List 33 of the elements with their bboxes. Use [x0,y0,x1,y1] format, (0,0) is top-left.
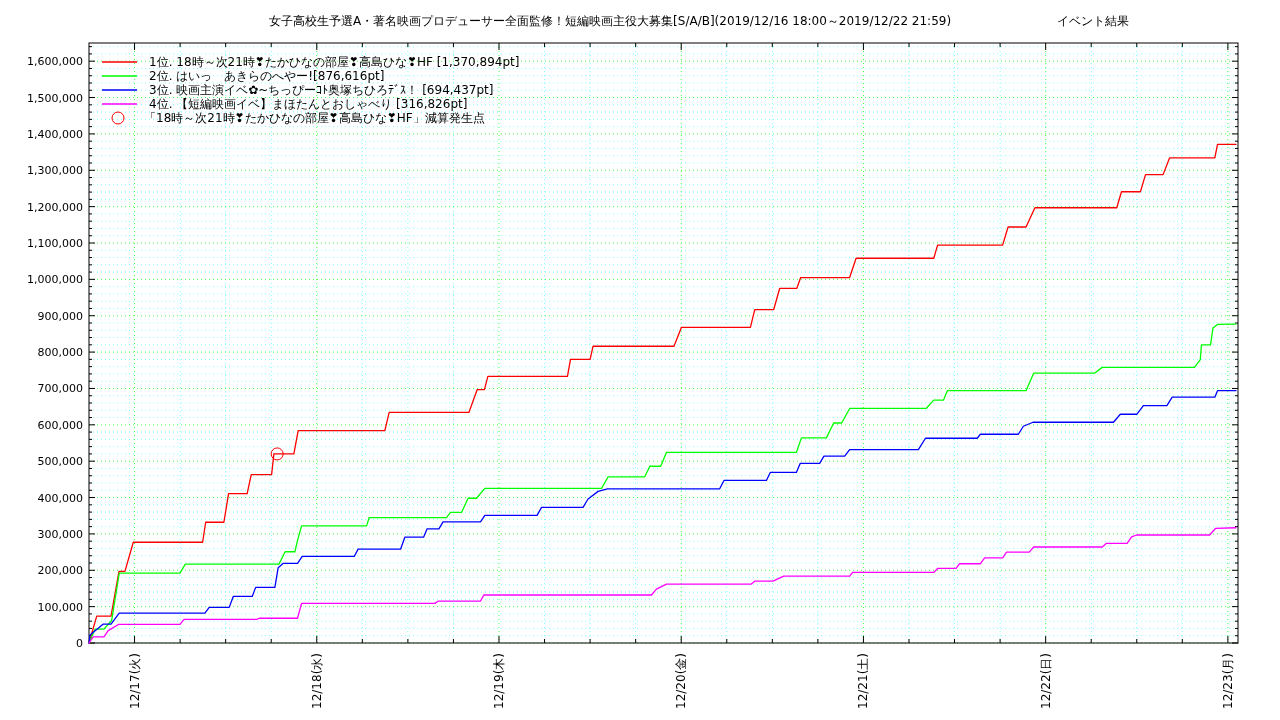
y-tick-label: 700,000 [37,382,83,396]
x-tick-label: 12/18(水) [309,653,324,709]
y-tick-label: 1,500,000 [27,91,83,105]
y-tick-label: 300,000 [37,527,83,541]
y-tick-label: 1,300,000 [27,164,83,178]
x-tick-label: 12/19(木) [492,653,506,709]
legend-label: 「18時～次21時❣たかひなの部屋❣高島ひな❣HF」減算発生点 [144,111,485,125]
y-tick-label: 1,600,000 [27,55,83,69]
y-tick-label: 1,000,000 [27,273,83,287]
chart-subtitle: イベント結果 [1057,14,1129,28]
x-tick-label: 12/21(土) [856,653,871,709]
y-tick-label: 600,000 [37,418,83,432]
x-tick-label: 12/17(火) [127,653,142,709]
legend-label: 1位. 18時～次21時❣たかひなの部屋❣高島ひな❣HF [1,370,894pt] [149,55,520,69]
line-series [88,527,1237,644]
x-tick-label: 12/20(金) [674,653,689,709]
y-tick-label: 0 [76,637,83,650]
x-tick-label: 12/23(月) [1220,653,1235,709]
legend-label: 2位. はいっ あきらのへやー![876,616pt] [149,69,385,83]
legend-label: 4位. 【短編映画イベ】まほたんとおしゃべり [316,826pt] [149,97,468,111]
x-tick-label: 12/22(日) [1038,653,1053,709]
y-tick-label: 500,000 [37,455,83,469]
y-tick-label: 1,100,000 [27,237,83,250]
y-tick-label: 1,200,000 [27,200,83,214]
y-tick-label: 100,000 [37,600,83,614]
y-tick-label: 900,000 [37,309,83,323]
y-tick-label: 400,000 [37,491,83,505]
legend-label: 3位. 映画主演イベ✿~ちっぴーｺﾄ奥塚ちひろﾃﾞｽ！ [694,437pt] [149,83,494,97]
y-tick-label: 1,400,000 [27,127,83,141]
line-series [88,389,1237,644]
y-tick-label: 200,000 [37,564,83,578]
chart-title: 女子高校生予選A・著名映画プロデューサー全面監修！短編映画主役大募集[S/A/B](2019/12/16 18:00～2019/12/22 21:59) [268,14,952,28]
y-tick-label: 800,000 [37,346,83,360]
